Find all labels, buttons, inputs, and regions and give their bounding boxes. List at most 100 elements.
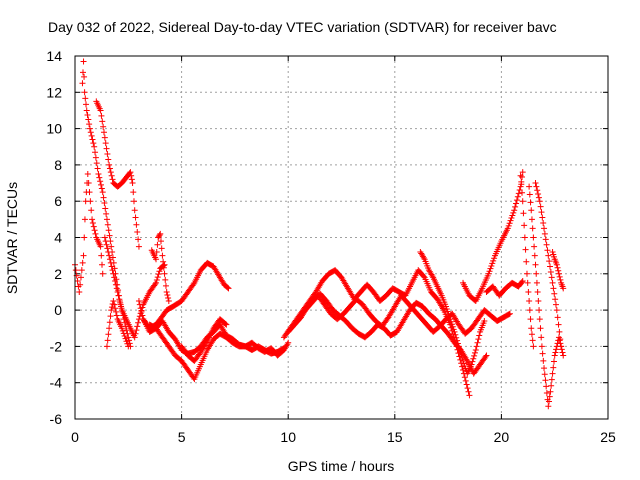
- data-point: [551, 352, 558, 359]
- data-point: [134, 323, 141, 330]
- data-point: [89, 219, 96, 226]
- data-point: [121, 333, 128, 340]
- data-point: [112, 278, 119, 285]
- data-point: [79, 69, 86, 76]
- data-point: [463, 381, 470, 388]
- data-point: [97, 107, 104, 114]
- data-point: [476, 332, 483, 339]
- data-point: [529, 225, 536, 232]
- y-tick-label: 14: [46, 48, 62, 64]
- data-point: [165, 295, 172, 301]
- data-point: [95, 170, 102, 177]
- data-point: [557, 336, 564, 343]
- data-point: [507, 217, 514, 224]
- data-point: [136, 313, 143, 320]
- data-point: [543, 383, 550, 390]
- data-point: [103, 241, 110, 248]
- data-point: [130, 198, 137, 205]
- data-point: [537, 203, 544, 210]
- data-point: [89, 136, 96, 143]
- y-tick-label: -2: [50, 338, 63, 354]
- data-point: [555, 321, 562, 328]
- data-point: [460, 360, 467, 367]
- data-point: [429, 272, 436, 279]
- x-tick-labels: 0 5 10 15 20 25: [71, 429, 616, 445]
- data-point: [482, 353, 489, 360]
- tick-marks: [74, 55, 609, 420]
- data-point: [542, 236, 549, 243]
- data-point: [473, 343, 480, 350]
- data-point: [154, 241, 161, 248]
- data-point: [455, 343, 462, 350]
- data-point: [547, 388, 554, 395]
- data-point: [546, 258, 553, 265]
- data-point: [106, 165, 113, 172]
- series-track-i: [148, 230, 172, 305]
- data-point: [526, 307, 533, 314]
- data-point: [506, 311, 513, 318]
- data-point: [454, 337, 461, 344]
- data-point: [161, 270, 168, 277]
- data-point: [523, 258, 530, 265]
- data-point: [83, 107, 90, 114]
- data-point: [464, 385, 471, 392]
- data-point: [542, 377, 549, 384]
- data-point: [156, 232, 163, 239]
- data-point: [153, 276, 160, 283]
- data-point: [510, 209, 517, 216]
- data-point: [523, 270, 530, 277]
- data-point: [544, 247, 551, 254]
- data-point: [90, 223, 97, 230]
- data-point: [475, 336, 482, 343]
- data-point: [76, 288, 83, 295]
- y-tick-label: -4: [50, 375, 63, 391]
- data-point: [558, 343, 565, 350]
- data-point: [128, 172, 135, 179]
- data-point: [560, 285, 567, 292]
- x-axis-label: GPS time / hours: [288, 458, 395, 474]
- data-point: [136, 301, 143, 308]
- data-point: [82, 95, 89, 102]
- data-point: [127, 169, 134, 176]
- data-point: [558, 346, 565, 353]
- data-point: [104, 221, 111, 228]
- y-tick-label: 2: [54, 266, 62, 282]
- data-point: [538, 209, 545, 216]
- series-track-p: [483, 278, 526, 299]
- series-track-c: [93, 98, 142, 250]
- data-point: [531, 243, 538, 250]
- data-point: [454, 340, 461, 347]
- data-point: [106, 319, 113, 326]
- data-point: [520, 210, 527, 217]
- data-point: [131, 334, 138, 341]
- data-point: [535, 190, 542, 197]
- data-point: [107, 169, 114, 176]
- y-tick-label: 6: [54, 193, 62, 209]
- data-point: [554, 264, 561, 271]
- data-point: [153, 249, 160, 256]
- data-point: [506, 310, 513, 317]
- data-point: [508, 215, 515, 222]
- data-point: [133, 221, 140, 228]
- data-point: [223, 321, 230, 328]
- data-point: [547, 268, 554, 275]
- data-point: [517, 172, 524, 179]
- data-point: [100, 129, 107, 136]
- data-point: [124, 340, 131, 347]
- data-point: [100, 123, 107, 130]
- data-point: [91, 143, 98, 150]
- data-point: [93, 160, 100, 167]
- data-point: [81, 73, 88, 80]
- data-point: [108, 263, 115, 270]
- data-point: [472, 347, 479, 354]
- data-point: [81, 216, 88, 223]
- data-point: [92, 154, 99, 161]
- data-point: [85, 116, 92, 123]
- data-point: [549, 370, 556, 377]
- data-point: [528, 331, 535, 338]
- data-point: [98, 185, 105, 192]
- data-point: [469, 358, 476, 365]
- data-points: [72, 58, 567, 410]
- data-point: [99, 189, 106, 196]
- data-point: [534, 187, 541, 194]
